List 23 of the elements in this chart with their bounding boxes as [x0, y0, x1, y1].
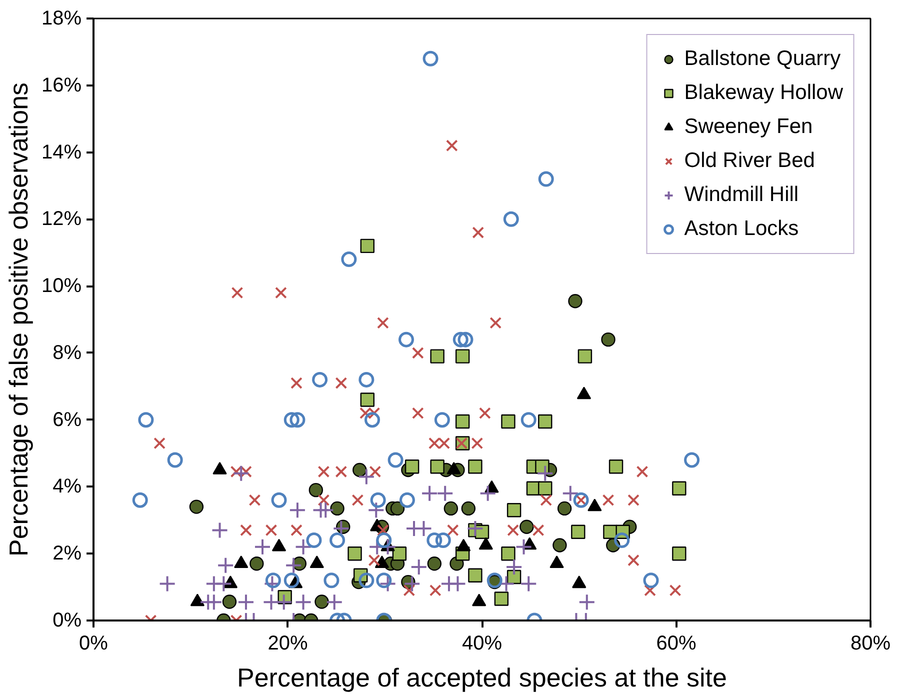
y-tick-label: 14%	[41, 141, 82, 164]
legend-label: Aston Locks	[684, 216, 799, 242]
x-tick-label: 20%	[268, 632, 308, 654]
y-axis-title: Percentage of false positive observations	[3, 82, 34, 557]
x-tick-label: 60%	[656, 632, 696, 654]
legend-label: Windmill Hill	[684, 182, 799, 208]
y-tick-label: 8%	[52, 342, 82, 364]
x-tick-label: 0%	[79, 632, 108, 654]
y-tick-label: 16%	[41, 74, 82, 96]
y-tick-label: 10%	[41, 275, 82, 298]
y-tick-label: 0%	[52, 610, 82, 632]
y-tick-label: 6%	[52, 408, 82, 431]
y-tick-label: 12%	[41, 208, 82, 230]
legend-label: Sweeney Fen	[684, 114, 813, 140]
y-tick-label: 2%	[52, 542, 82, 565]
x-axis-title: Percentage of accepted species at the site	[237, 662, 727, 692]
legend-label: Ballstone Quarry	[684, 46, 841, 72]
y-tick-label: 18%	[41, 8, 82, 30]
y-tick-label: 4%	[52, 476, 82, 498]
legend-label: Old River Bed	[684, 148, 815, 174]
x-tick-label: 80%	[850, 632, 891, 654]
x-tick-label: 40%	[462, 632, 502, 654]
legend-label: Blakeway Hollow	[684, 80, 843, 106]
